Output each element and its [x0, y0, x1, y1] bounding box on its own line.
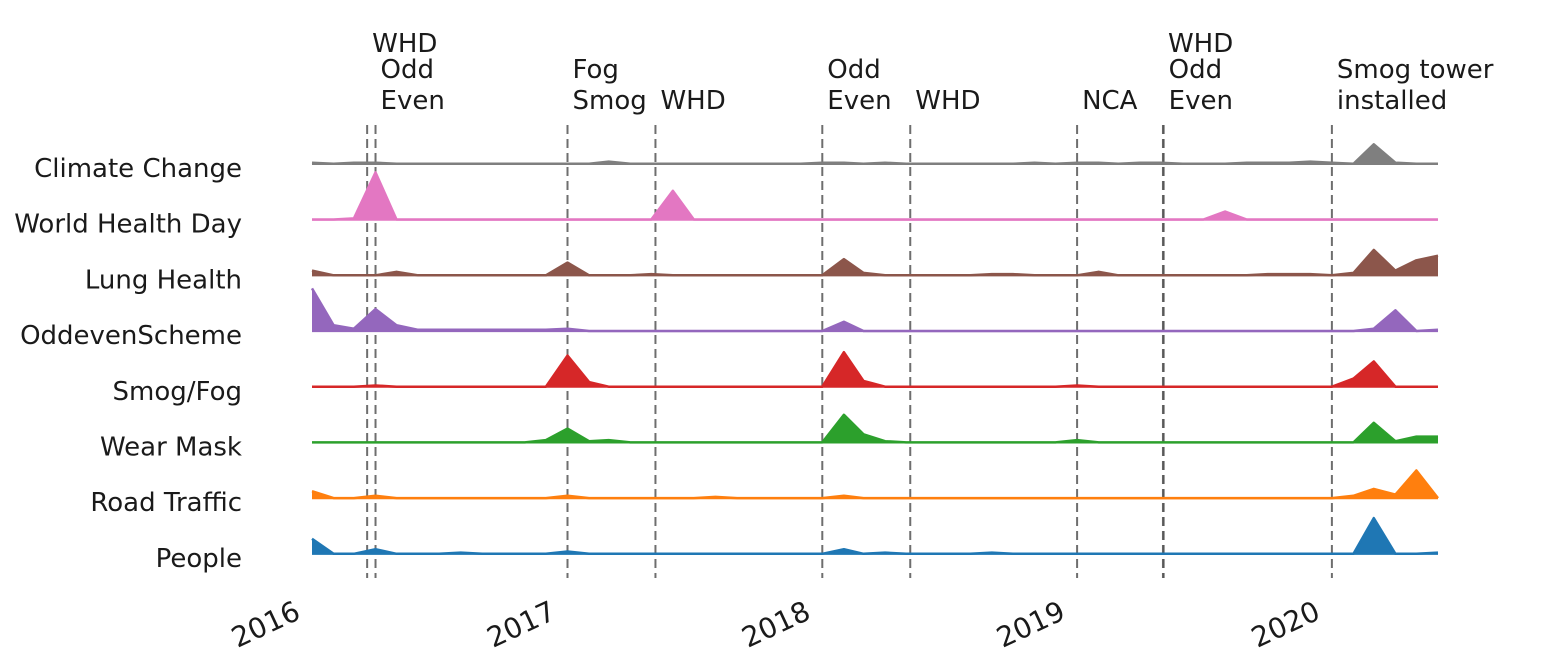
- event-label: WHD: [660, 86, 725, 116]
- x-axis: 2016 2017 2018 2019 2020: [226, 594, 1324, 654]
- row-label: OddevenScheme: [20, 321, 242, 351]
- series-climate-change: [311, 143, 1438, 166]
- event-label: Even: [1169, 86, 1233, 116]
- event-label: WHD: [915, 86, 980, 116]
- x-tick-label: 2017: [482, 594, 561, 654]
- x-tick-label: 2019: [992, 594, 1071, 654]
- series-people: [311, 516, 1439, 556]
- row-label: Road Traffic: [90, 488, 242, 518]
- series-area: [312, 518, 1438, 555]
- series-area: [312, 288, 1438, 333]
- row-label: World Health Day: [14, 210, 242, 240]
- series-world-health-day: [312, 171, 1438, 221]
- event-label: Smog: [572, 86, 646, 116]
- row-label: People: [156, 544, 242, 574]
- event-label: Odd: [381, 55, 434, 85]
- series-area: [312, 172, 1438, 221]
- series-area: [312, 249, 1438, 277]
- series-wear-mask: [312, 413, 1438, 444]
- row-label: Smog/Fog: [113, 377, 242, 407]
- series-line: [312, 413, 1438, 444]
- series-line: [310, 287, 1439, 333]
- x-tick-label: 2020: [1246, 594, 1325, 654]
- series-line: [311, 469, 1439, 500]
- event-label: Smog tower: [1337, 55, 1494, 85]
- series-line: [311, 143, 1438, 166]
- x-tick-label: 2018: [737, 594, 816, 654]
- event-label: Odd: [1169, 55, 1222, 85]
- series-area: [312, 470, 1438, 500]
- event-label: Even: [827, 86, 891, 116]
- row-label: Lung Health: [85, 265, 242, 295]
- event-label: installed: [1337, 86, 1447, 116]
- row-labels: Climate Change World Health Day Lung Healt…: [14, 154, 242, 574]
- series-area: [312, 352, 1438, 388]
- row-label: Climate Change: [34, 154, 242, 184]
- series-ridges: [310, 143, 1439, 556]
- series-oddevenscheme: [310, 287, 1439, 333]
- event-label: WHD: [372, 29, 437, 59]
- event-label: WHD: [1168, 29, 1233, 59]
- event-label: Fog: [572, 55, 618, 85]
- event-label: Even: [381, 86, 445, 116]
- series-smog-fog: [312, 350, 1438, 388]
- event-label: NCA: [1082, 86, 1138, 116]
- x-tick-label: 2016: [226, 594, 305, 654]
- series-line: [312, 171, 1438, 221]
- row-label: Wear Mask: [100, 433, 242, 463]
- series-line: [311, 516, 1439, 556]
- series-lung-health: [311, 248, 1439, 277]
- series-road-traffic: [311, 469, 1439, 500]
- event-label: Odd: [827, 55, 880, 85]
- series-line: [311, 248, 1439, 277]
- series-line: [312, 350, 1438, 388]
